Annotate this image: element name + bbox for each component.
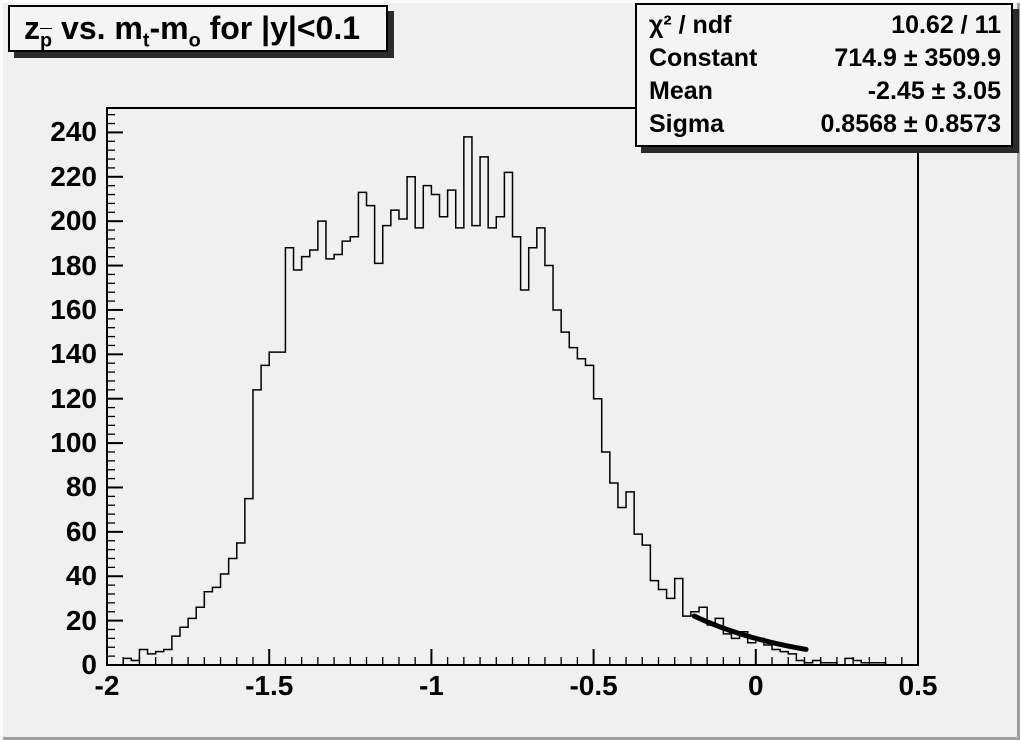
title-segment: o bbox=[188, 29, 201, 52]
stats-label: Mean bbox=[649, 77, 713, 105]
stats-value: 10.62 / 11 bbox=[891, 11, 1001, 39]
y-axis-tick-label: 120 bbox=[50, 382, 97, 414]
stats-value: 714.9 ± 3509.9 bbox=[834, 44, 1001, 72]
stats-box: χ² / ndf 10.62 / 11 Constant 714.9 ± 3509.9… bbox=[635, 3, 1013, 147]
title-segment: vs. m bbox=[52, 10, 143, 46]
y-axis-tick-label: 240 bbox=[50, 116, 97, 148]
title-box: zp vs. mt-mo for |y|<0.1 bbox=[8, 5, 388, 52]
fit-curve bbox=[691, 613, 809, 652]
y-axis-tick-label: 160 bbox=[50, 293, 97, 325]
title-segment: t bbox=[142, 29, 150, 52]
x-axis-tick-label: -1 bbox=[418, 670, 444, 701]
title-segment: for |y|<0.1 bbox=[200, 10, 360, 46]
x-axis-tick-label: -1.5 bbox=[245, 670, 294, 701]
x-axis-tick-label: 0 bbox=[748, 670, 764, 701]
y-axis-tick-label: 80 bbox=[65, 471, 97, 503]
y-axis-tick-label: 40 bbox=[65, 560, 97, 592]
y-axis-tick-label: 0 bbox=[81, 649, 97, 680]
stats-label: Constant bbox=[649, 44, 758, 72]
stats-row: Sigma 0.8568 ± 0.8573 bbox=[649, 108, 1001, 141]
stats-row: Constant 714.9 ± 3509.9 bbox=[649, 42, 1001, 75]
y-axis-tick-label: 140 bbox=[50, 338, 97, 370]
y-axis-tick-label: 220 bbox=[50, 160, 97, 192]
y-axis-tick-label: 60 bbox=[65, 515, 97, 547]
y-axis-tick-label: 200 bbox=[50, 205, 97, 237]
stats-row: χ² / ndf 10.62 / 11 bbox=[649, 9, 1001, 42]
stats-label: Sigma bbox=[649, 110, 725, 138]
x-axis-tick-label: -0.5 bbox=[569, 670, 618, 701]
histogram-outline bbox=[107, 136, 918, 666]
y-axis-tick-label: 180 bbox=[50, 249, 97, 281]
x-axis-tick-label: -2 bbox=[94, 670, 120, 701]
stats-row: Mean -2.45 ± 3.05 bbox=[649, 75, 1001, 108]
y-axis-tick-label: 100 bbox=[50, 427, 97, 459]
plot-title: zp vs. mt-mo for |y|<0.1 bbox=[24, 10, 360, 50]
stats-value: -2.45 ± 3.05 bbox=[867, 77, 1001, 105]
title-segment: p bbox=[40, 29, 53, 52]
title-segment: z bbox=[24, 10, 40, 46]
stats-value: 0.8568 ± 0.8573 bbox=[820, 110, 1001, 138]
title-segment: -m bbox=[149, 10, 189, 46]
stats-label: χ² / ndf bbox=[649, 11, 732, 39]
y-axis-tick-label: 20 bbox=[65, 604, 97, 636]
x-axis-tick-label: 0.5 bbox=[898, 670, 938, 701]
